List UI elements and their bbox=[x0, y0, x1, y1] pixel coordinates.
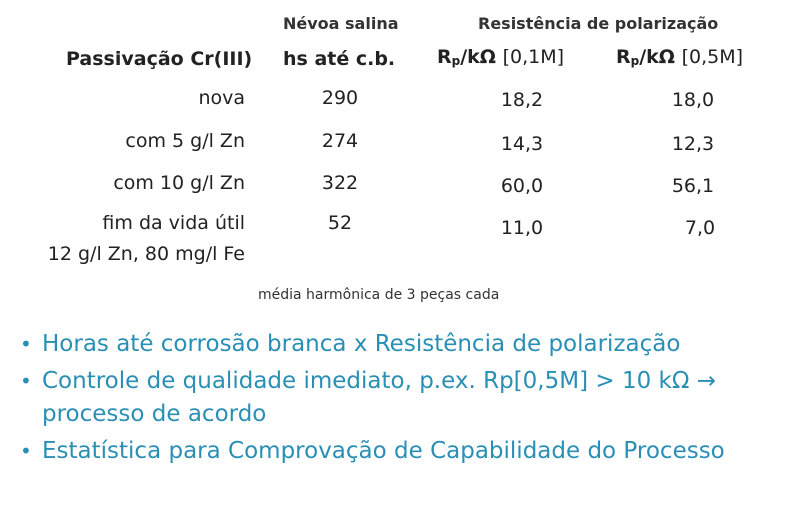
cell-rp01-nova: 18,2 bbox=[500, 89, 544, 111]
table-note: média harmônica de 3 peças cada bbox=[258, 287, 500, 303]
cell-rp01-fim-vida: 11,0 bbox=[500, 217, 544, 239]
cell-rp01-5gl: 14,3 bbox=[500, 133, 544, 155]
cell-rp05-5gl: 12,3 bbox=[671, 133, 715, 155]
header-hs-ate-cb: hs até c.b. bbox=[283, 48, 396, 70]
cell-rp05-nova: 18,0 bbox=[671, 89, 715, 111]
bullet-item: • Estatística para Comprovação de Capabil… bbox=[18, 435, 793, 468]
header-rp-01m: Rp/kΩ [0,1M] bbox=[437, 46, 565, 68]
bullet-list: • Horas até corrosão branca x Resistência… bbox=[18, 328, 793, 472]
bullet-item: • Controle de qualidade imediato, p.ex. R… bbox=[18, 365, 782, 431]
bullet-dot-icon: • bbox=[20, 439, 32, 463]
row-label-nova: nova bbox=[198, 87, 245, 109]
cell-hs-5gl: 274 bbox=[321, 130, 359, 152]
cell-rp01-10gl: 60,0 bbox=[500, 175, 544, 197]
row-label-fim-vida: fim da vida útil bbox=[102, 212, 245, 234]
cell-hs-10gl: 322 bbox=[321, 172, 359, 194]
bullet-dot-icon: • bbox=[20, 332, 32, 356]
header-resistencia-polarizacao: Resistência de polarização bbox=[478, 14, 719, 33]
bullet-dot-icon: • bbox=[20, 369, 32, 393]
bullet-item: • Horas até corrosão branca x Resistência… bbox=[18, 328, 793, 361]
cell-rp05-10gl: 56,1 bbox=[671, 175, 715, 197]
header-nevoa-salina: Névoa salina bbox=[283, 14, 399, 33]
cell-hs-nova: 290 bbox=[321, 87, 359, 109]
row-label-fim-vida-detail: 12 g/l Zn, 80 mg/l Fe bbox=[47, 243, 245, 265]
row-label-10gl: com 10 g/l Zn bbox=[113, 172, 245, 194]
cell-hs-fim-vida: 52 bbox=[327, 212, 353, 234]
header-passivacao: Passivação Cr(III) bbox=[66, 48, 253, 70]
cell-rp05-fim-vida: 7,0 bbox=[684, 217, 716, 239]
row-label-5gl: com 5 g/l Zn bbox=[125, 130, 245, 152]
header-rp-05m: Rp/kΩ [0,5M] bbox=[616, 46, 744, 68]
